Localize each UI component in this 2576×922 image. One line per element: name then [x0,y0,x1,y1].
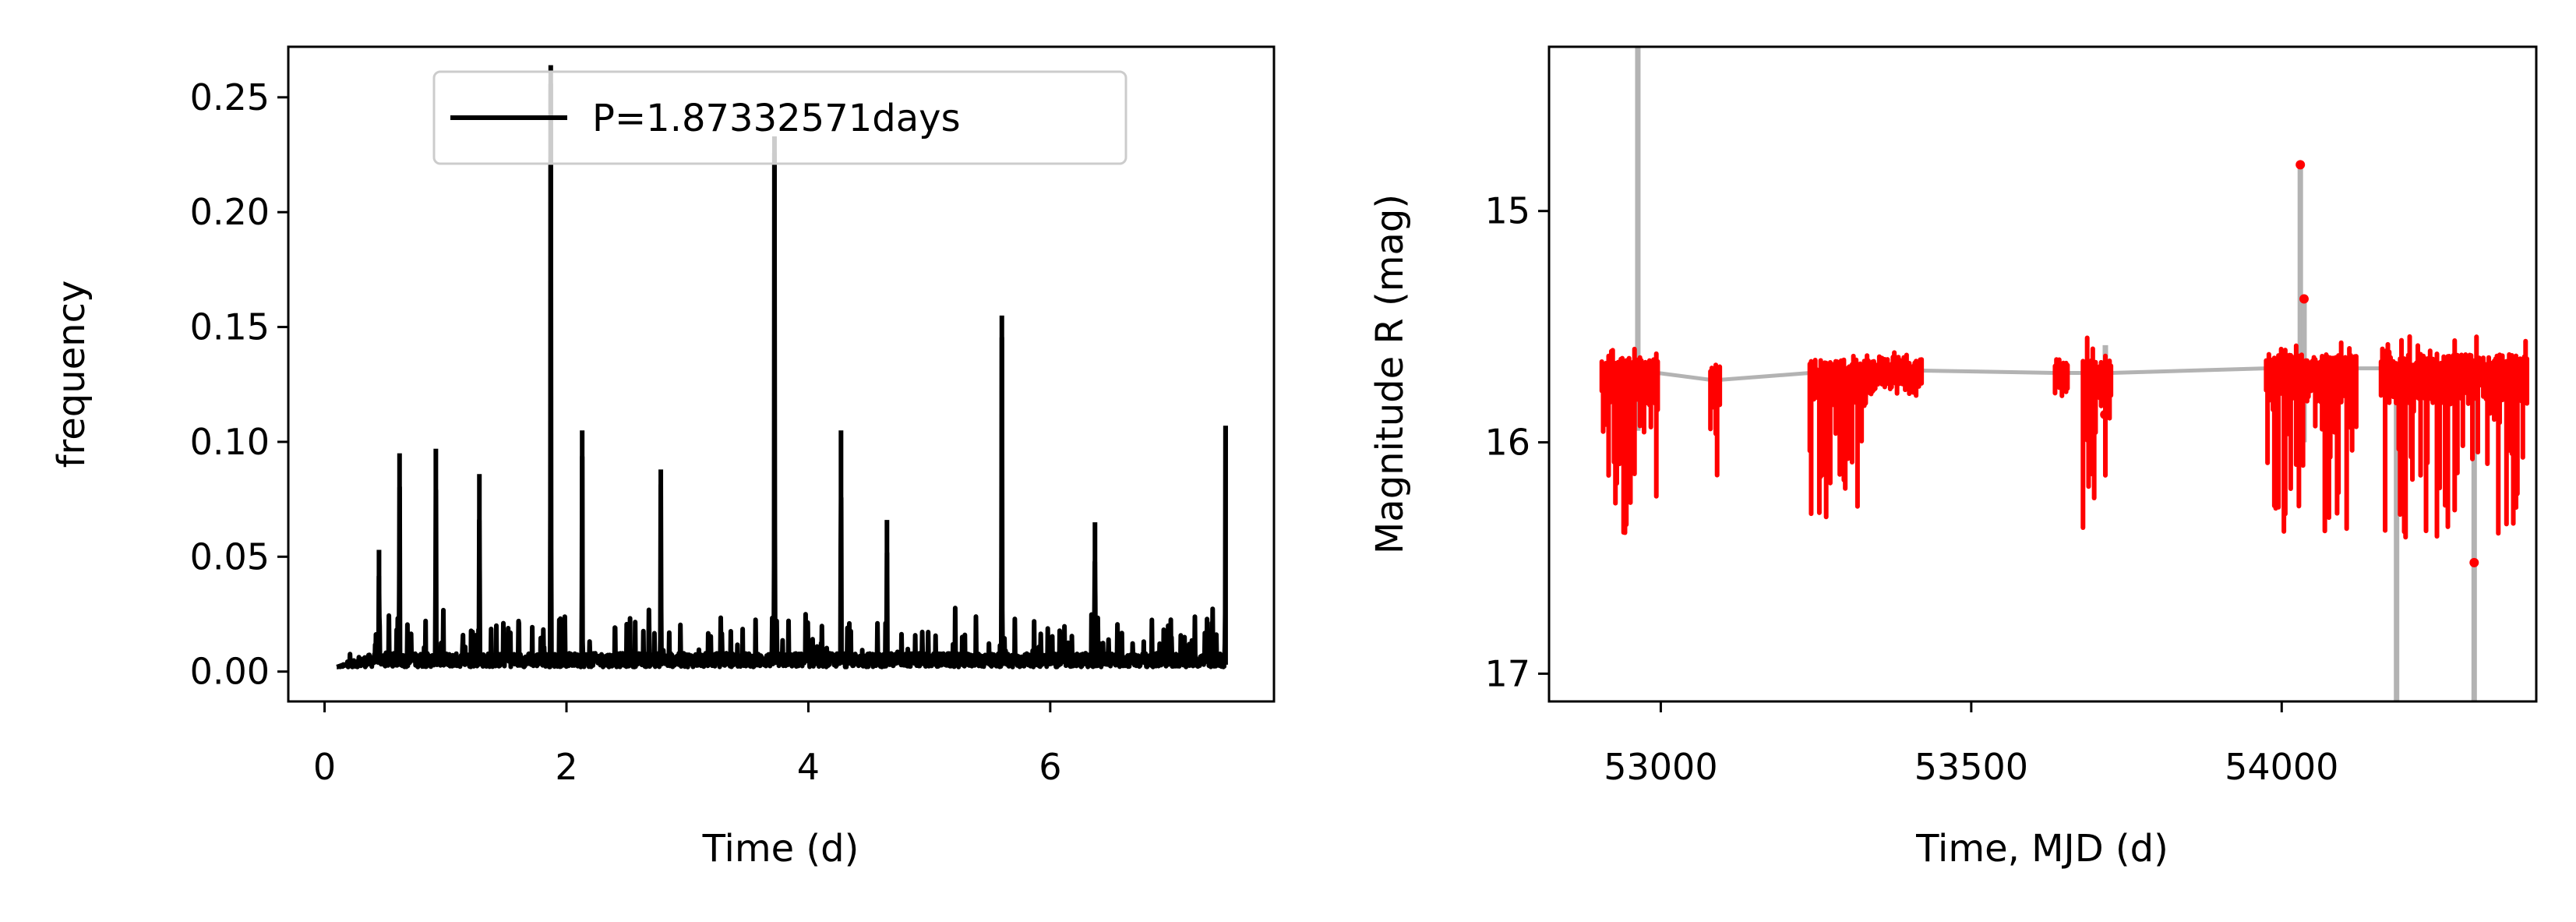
light-curve-x-ticks: 53000 53500 54000 [1604,701,2338,788]
periodogram-chart: 0 2 4 6 0.00 0.05 0.10 0.15 0.20 0.25 Time (d) f… [50,45,1276,871]
light-curve-plot-area [1599,47,2530,701]
light-curve-frame [1547,45,2538,703]
x-tick-label: 53000 [1604,746,1717,788]
light-curve-data-point [2295,160,2306,170]
legend-entry-label: P=1.87332571days [592,97,961,140]
periodogram-y-axis-label: frequency [50,281,94,468]
periodogram-plot-area [334,65,1228,669]
light-curve-data-point [2299,294,2309,304]
x-tick-label: 2 [555,746,577,788]
y-tick-label: 16 [1484,422,1530,464]
periodogram-legend: P=1.87332571days [432,70,1127,165]
y-tick-label: 0.15 [190,306,270,348]
y-tick-label: 0.20 [190,191,270,233]
light-curve-x-axis-label: Time, MJD (d) [1915,827,2168,871]
light-curve-chart: 53000 53500 54000 15 16 17 Time, MJD (d) Mag… [1368,45,2538,871]
periodogram-frame [287,45,1276,703]
x-tick-label: 6 [1039,746,1061,788]
periodogram-x-ticks: 0 2 4 6 [313,701,1061,788]
x-tick-label: 54000 [2225,746,2338,788]
y-tick-label: 0.10 [190,421,270,463]
light-curve-y-axis-label: Magnitude R (mag) [1368,194,1412,554]
light-curve-data-point [2469,557,2479,567]
y-tick-label: 0.25 [190,76,270,118]
light-curve-data-point [2100,409,2110,419]
legend-box [432,70,1127,165]
y-tick-label: 17 [1484,652,1530,694]
y-tick-label: 0.05 [190,535,270,578]
x-tick-label: 4 [797,746,820,788]
x-tick-label: 53500 [1914,746,2028,788]
y-tick-label: 15 [1484,190,1530,232]
y-tick-label: 0.00 [190,651,270,693]
light-curve-y-ticks: 15 16 17 [1484,190,1549,694]
periodogram-series-line [334,81,1228,669]
x-tick-label: 0 [313,746,336,788]
periodogram-x-axis-label: Time (d) [702,827,859,871]
periodogram-y-ticks: 0.00 0.05 0.10 0.15 0.20 0.25 [190,76,288,693]
